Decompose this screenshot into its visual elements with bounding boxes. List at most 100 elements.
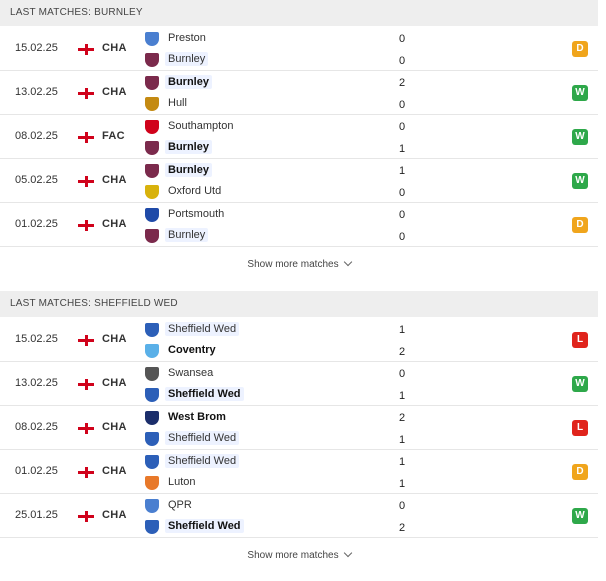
match-date: 25.01.25: [15, 509, 58, 521]
away-team[interactable]: Sheffield Wed: [145, 517, 395, 537]
competition-code[interactable]: FAC: [102, 130, 125, 142]
team-name[interactable]: Preston: [168, 32, 206, 44]
team-name[interactable]: Portsmouth: [168, 208, 225, 220]
england-flag-icon: [78, 220, 94, 231]
away-score: 1: [398, 143, 406, 155]
home-score: 0: [398, 368, 406, 380]
result-badge: D: [572, 217, 588, 233]
team-crest-icon: [145, 76, 159, 90]
match-row[interactable]: 01.02.25 CHA Sheffield Wed 1 Luton 1 D: [0, 450, 598, 494]
result-badge: D: [572, 464, 588, 480]
away-score: 1: [398, 390, 406, 402]
team-crest-icon: [145, 120, 159, 134]
home-team[interactable]: Burnley: [145, 161, 395, 181]
england-flag-icon: [78, 335, 94, 346]
team-crest-icon: [145, 141, 159, 155]
match-date: 01.02.25: [15, 218, 58, 230]
team-name[interactable]: Swansea: [168, 367, 214, 379]
team-name[interactable]: Sheffield Wed: [165, 519, 244, 533]
match-row[interactable]: 13.02.25 CHA Swansea 0 Sheffield Wed 1 W: [0, 362, 598, 406]
competition-code[interactable]: CHA: [102, 333, 127, 345]
competition-code[interactable]: CHA: [102, 465, 127, 477]
team-name[interactable]: Southampton: [168, 120, 234, 132]
home-team[interactable]: QPR: [145, 496, 395, 516]
competition-code[interactable]: CHA: [102, 42, 127, 54]
show-more-matches-link[interactable]: Show more matches: [0, 257, 598, 270]
team-crest-icon: [145, 455, 159, 469]
away-team[interactable]: Burnley: [145, 50, 395, 70]
home-team[interactable]: Portsmouth: [145, 205, 395, 225]
team-name[interactable]: Sheffield Wed: [165, 322, 240, 336]
away-score: 1: [398, 478, 406, 490]
home-team[interactable]: Sheffield Wed: [145, 452, 395, 472]
away-team[interactable]: Burnley: [145, 138, 395, 158]
show-more-matches-link[interactable]: Show more matches: [0, 548, 598, 561]
away-team[interactable]: Hull: [145, 94, 395, 114]
team-name[interactable]: Hull: [168, 97, 187, 109]
match-row[interactable]: 05.02.25 CHA Burnley 1 Oxford Utd 0 W: [0, 159, 598, 203]
team-crest-icon: [145, 53, 159, 67]
match-row[interactable]: 08.02.25 CHA West Brom 2 Sheffield Wed 1 L: [0, 406, 598, 450]
competition-code[interactable]: CHA: [102, 377, 127, 389]
away-team[interactable]: Sheffield Wed: [145, 385, 395, 405]
match-row[interactable]: 15.02.25 CHA Sheffield Wed 1 Coventry 2 L: [0, 318, 598, 362]
chevron-down-icon: [343, 257, 352, 267]
competition-code[interactable]: CHA: [102, 509, 127, 521]
away-score: 0: [398, 99, 406, 111]
away-score: 2: [398, 522, 406, 534]
team-name[interactable]: West Brom: [168, 411, 226, 423]
home-score: 0: [398, 500, 406, 512]
team-name[interactable]: Burnley: [165, 52, 209, 66]
home-team[interactable]: Southampton: [145, 117, 395, 137]
team-name[interactable]: Sheffield Wed: [165, 387, 244, 401]
team-name[interactable]: Burnley: [165, 75, 212, 89]
away-team[interactable]: Sheffield Wed: [145, 429, 395, 449]
team-crest-icon: [145, 432, 159, 446]
team-crest-icon: [145, 520, 159, 534]
match-date: 08.02.25: [15, 130, 58, 142]
team-name[interactable]: Luton: [168, 476, 196, 488]
home-team[interactable]: West Brom: [145, 408, 395, 428]
away-team[interactable]: Luton: [145, 473, 395, 493]
away-team[interactable]: Oxford Utd: [145, 182, 395, 202]
result-badge: W: [572, 508, 588, 524]
result-badge: L: [572, 420, 588, 436]
team-name[interactable]: Burnley: [165, 163, 212, 177]
match-row[interactable]: 08.02.25 FAC Southampton 0 Burnley 1 W: [0, 115, 598, 159]
team-name[interactable]: QPR: [168, 499, 192, 511]
match-row[interactable]: 25.01.25 CHA QPR 0 Sheffield Wed 2 W: [0, 494, 598, 538]
match-date: 13.02.25: [15, 377, 58, 389]
england-flag-icon: [78, 379, 94, 390]
result-badge: W: [572, 129, 588, 145]
match-row[interactable]: 01.02.25 CHA Portsmouth 0 Burnley 0 D: [0, 203, 598, 247]
home-score: 1: [398, 456, 406, 468]
team-name[interactable]: Coventry: [168, 344, 216, 356]
away-score: 1: [398, 434, 406, 446]
away-team[interactable]: Burnley: [145, 226, 395, 246]
home-team[interactable]: Preston: [145, 29, 395, 49]
home-team[interactable]: Swansea: [145, 364, 395, 384]
team-name[interactable]: Burnley: [165, 140, 212, 154]
home-team[interactable]: Sheffield Wed: [145, 320, 395, 340]
team-crest-icon: [145, 164, 159, 178]
competition-code[interactable]: CHA: [102, 86, 127, 98]
section-header: LAST MATCHES: SHEFFIELD WED: [0, 291, 598, 317]
away-score: 0: [398, 231, 406, 243]
team-name[interactable]: Sheffield Wed: [165, 454, 240, 468]
team-name[interactable]: Burnley: [165, 228, 209, 242]
home-score: 2: [398, 77, 406, 89]
match-row[interactable]: 15.02.25 CHA Preston 0 Burnley 0 D: [0, 27, 598, 71]
competition-code[interactable]: CHA: [102, 421, 127, 433]
team-name[interactable]: Sheffield Wed: [165, 431, 240, 445]
match-row[interactable]: 13.02.25 CHA Burnley 2 Hull 0 W: [0, 71, 598, 115]
team-name[interactable]: Oxford Utd: [168, 185, 222, 197]
england-flag-icon: [78, 88, 94, 99]
competition-code[interactable]: CHA: [102, 218, 127, 230]
result-badge: W: [572, 85, 588, 101]
away-team[interactable]: Coventry: [145, 341, 395, 361]
team-crest-icon: [145, 97, 159, 111]
home-team[interactable]: Burnley: [145, 73, 395, 93]
match-date: 15.02.25: [15, 333, 58, 345]
competition-code[interactable]: CHA: [102, 174, 127, 186]
match-date: 13.02.25: [15, 86, 58, 98]
